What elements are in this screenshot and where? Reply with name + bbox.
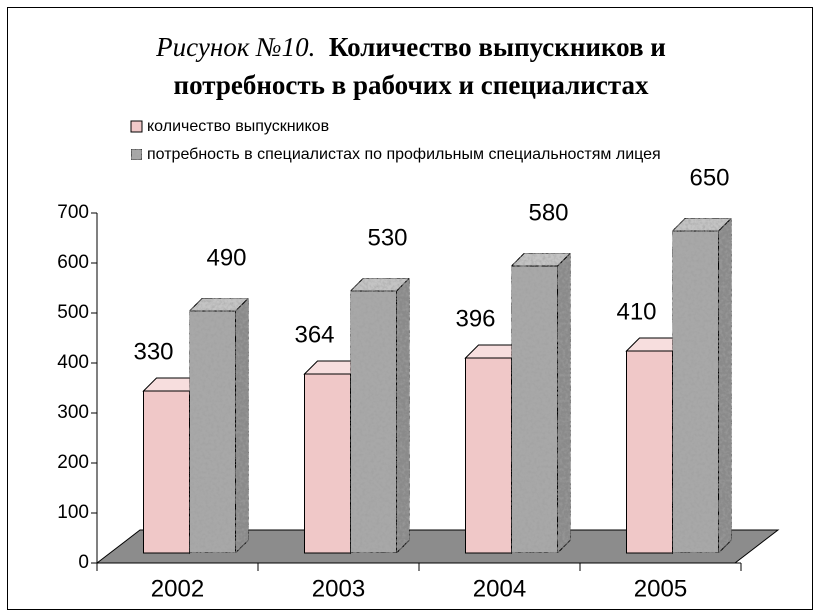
x-tick-label: 2005 <box>634 575 687 602</box>
value-label: 364 <box>294 321 334 348</box>
legend-swatch <box>130 120 143 133</box>
y-tick-label: 600 <box>57 252 89 273</box>
chart-title: Рисунок №10. Количество выпускников и по… <box>100 28 722 104</box>
y-tick-label: 400 <box>57 352 89 373</box>
bar-side <box>557 251 571 555</box>
x-tick-label: 2003 <box>312 575 365 602</box>
bar <box>510 251 572 555</box>
bar <box>188 296 250 555</box>
bar-side <box>235 296 249 555</box>
value-label: 490 <box>206 244 246 271</box>
bar-front <box>672 230 719 554</box>
y-tick-label: 0 <box>78 552 89 573</box>
bar-front <box>350 290 397 554</box>
legend-swatch <box>130 148 143 161</box>
bar <box>625 336 687 555</box>
value-label: 410 <box>616 298 656 325</box>
bar-front <box>143 390 190 554</box>
y-tick-label: 200 <box>57 452 89 473</box>
value-label: 330 <box>133 338 173 365</box>
bar-front <box>626 350 673 554</box>
chart-frame <box>7 7 813 610</box>
value-label: 580 <box>528 199 568 226</box>
y-tick-label: 500 <box>57 302 89 323</box>
y-tick-label: 300 <box>57 402 89 423</box>
y-tick-label: 700 <box>57 202 89 223</box>
bar-front <box>189 310 236 554</box>
value-label: 650 <box>689 164 729 191</box>
value-label: 396 <box>455 305 495 332</box>
legend-label: количество выпускников <box>147 118 329 135</box>
title-text: Количество выпускников и потребность в р… <box>173 32 666 100</box>
bar-front <box>304 373 351 554</box>
value-label: 530 <box>367 224 407 251</box>
legend-label: потребность в специалистах по профильным… <box>147 146 661 163</box>
bar-side <box>718 216 732 555</box>
bar-front <box>511 265 558 554</box>
bar-front <box>465 357 512 554</box>
bar <box>671 216 733 555</box>
bar <box>349 276 411 555</box>
x-tick-label: 2004 <box>473 575 526 602</box>
figure-label: Рисунок №10. <box>156 32 316 62</box>
x-tick-label: 2002 <box>151 575 204 602</box>
bar-side <box>396 276 410 555</box>
y-tick-label: 100 <box>57 502 89 523</box>
